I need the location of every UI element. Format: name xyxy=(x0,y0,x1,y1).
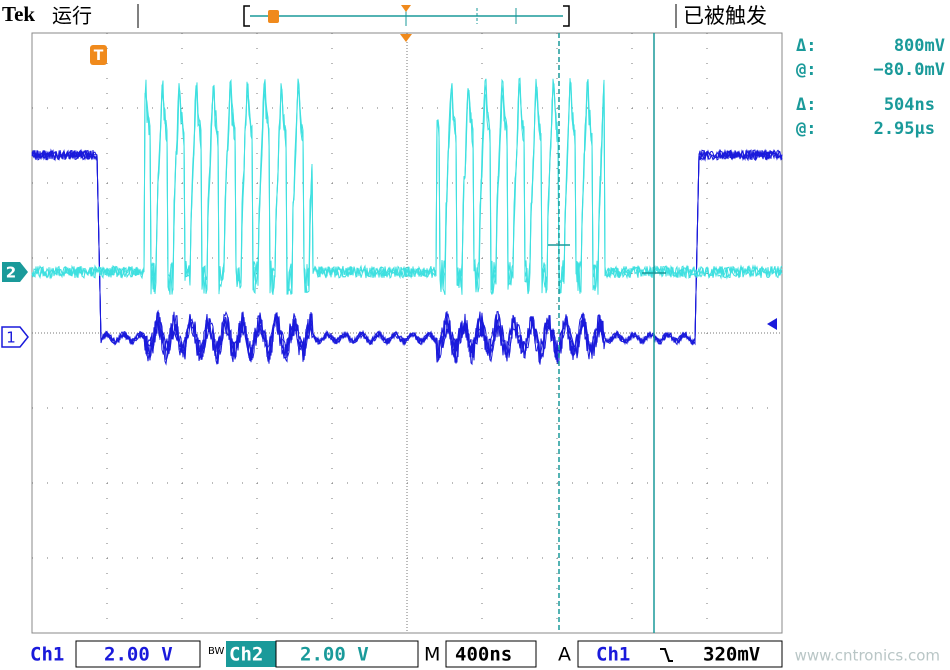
ch1-scale-box xyxy=(75,640,201,668)
ch2-marker-box xyxy=(2,262,28,282)
readout-value: 504ns xyxy=(884,95,935,115)
brand: Tek xyxy=(2,2,35,26)
status-bar: Ch1 2.00 V BW Ch2 2.00 V M 400ns A Ch1 3… xyxy=(30,640,940,668)
trigger-marker: T xyxy=(94,48,104,64)
readout-value: 800mV xyxy=(894,36,945,56)
trigger-level: 320mV xyxy=(703,644,760,666)
readout-value: −80.0mV xyxy=(873,60,945,80)
trigger-marker-box xyxy=(90,45,107,65)
ch2-label: Ch2 xyxy=(229,644,263,666)
readout-label: Δ: xyxy=(796,36,816,56)
readout-label: @: xyxy=(796,119,816,139)
ch2-trace xyxy=(31,78,783,296)
trigger-source: Ch1 xyxy=(596,644,630,666)
ch1-marker: 1 xyxy=(6,329,16,347)
ch2-scale: 2.00 V xyxy=(300,644,369,666)
ch2-scale-box xyxy=(275,640,419,668)
readout-label: @: xyxy=(796,60,816,80)
readout-value: 2.95µs xyxy=(874,119,935,139)
record-bar xyxy=(243,5,570,27)
trigger-position xyxy=(400,34,412,42)
trigger-box xyxy=(577,640,783,668)
bandwidth-limit: BW xyxy=(208,646,225,657)
timebase-label: M xyxy=(424,644,440,666)
watermark: www.cntronics.com xyxy=(795,647,940,665)
timebase: 400ns xyxy=(455,644,512,666)
trigger-status: 已被触发 xyxy=(683,4,767,28)
slope-icon xyxy=(660,648,673,662)
ch1-marker-box xyxy=(1,326,29,348)
ch2-label-box xyxy=(226,641,276,667)
readout-label: Δ: xyxy=(796,95,816,115)
trigger-label: A xyxy=(558,644,571,666)
run-status: 运行 xyxy=(52,4,92,28)
waveforms xyxy=(31,77,783,366)
ch1-scale: 2.00 V xyxy=(104,644,173,666)
cursor-readouts: Δ: 800mV @: −80.0mV Δ: 504ns @: 2.95µs xyxy=(796,36,945,139)
ch1-label: Ch1 xyxy=(30,644,64,666)
ch1-trace xyxy=(31,148,783,365)
trigger-level-marker xyxy=(767,318,777,330)
timebase-box xyxy=(445,640,537,668)
ch2-marker: 2 xyxy=(6,264,16,282)
